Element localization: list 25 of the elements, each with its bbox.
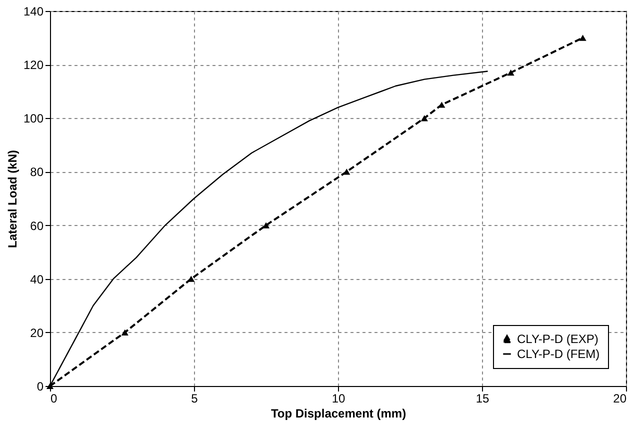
x-tick-label: 0: [50, 392, 58, 406]
legend-label: CLY-P-D (FEM): [517, 347, 600, 361]
y-tick-label: 100: [23, 112, 44, 126]
y-tick-label: 80: [30, 165, 44, 180]
y-tick-label: 40: [30, 272, 44, 286]
x-axis-title: Top Displacement (mm): [270, 406, 406, 420]
point: [579, 34, 586, 41]
x-tick-label: 5: [191, 392, 198, 406]
y-tick-label: 60: [30, 218, 44, 233]
y-tick-label: 0: [36, 380, 44, 394]
y-axis-title: Lateral Load (kN): [5, 150, 20, 248]
point: [121, 329, 128, 336]
point: [188, 276, 195, 282]
x-tick-label: 20: [613, 392, 627, 406]
y-tick-label: 20: [30, 326, 44, 340]
x-tick-label: 10: [332, 392, 346, 406]
point: [420, 115, 428, 122]
point: [438, 102, 446, 108]
point: [343, 168, 350, 175]
point: [262, 222, 270, 228]
y-tick-label: 140: [23, 4, 44, 18]
y-tick-label: 120: [23, 58, 44, 72]
x-tick-label: 15: [476, 392, 490, 406]
legend-label: CLY-P-D (EXP): [517, 332, 598, 346]
point: [507, 70, 514, 76]
